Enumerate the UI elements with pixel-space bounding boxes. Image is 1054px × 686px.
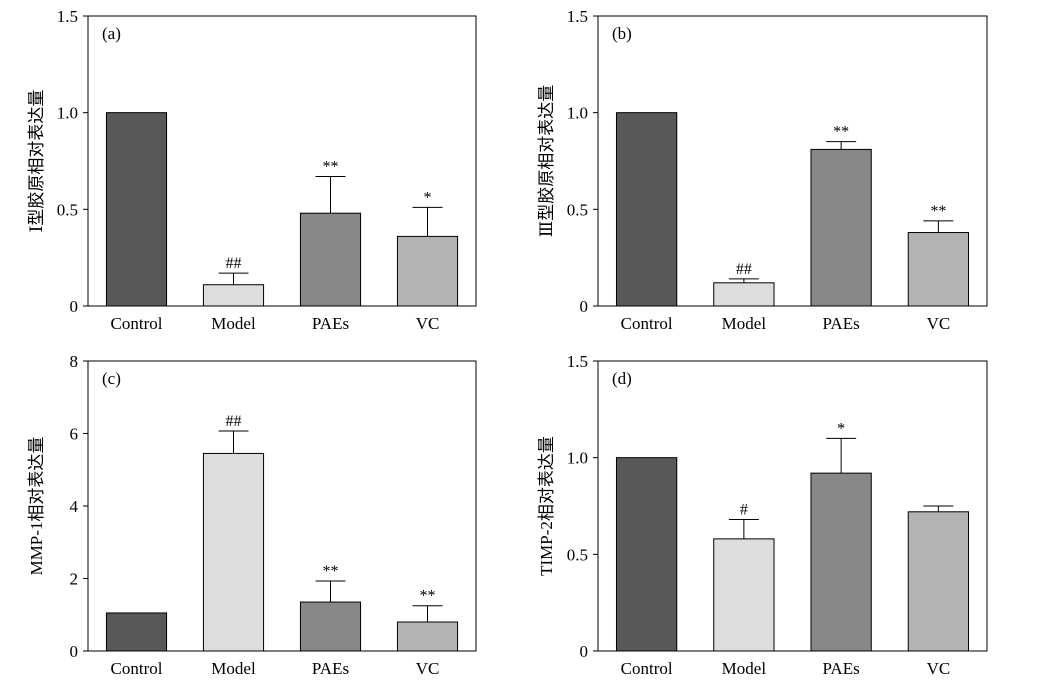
x-tick-label-paes: PAEs (823, 314, 860, 333)
y-tick-label: 0 (580, 297, 589, 316)
y-tick-label: 1.0 (57, 104, 78, 123)
significance-mark-model: ## (226, 413, 242, 430)
plot-frame (597, 360, 988, 652)
y-tick-label: 2 (70, 570, 79, 589)
y-tick-label: 0.5 (567, 545, 588, 564)
bar-control (615, 112, 678, 307)
y-tick-label: 1.0 (567, 104, 588, 123)
y-tick-label: 0.5 (567, 200, 588, 219)
bar-paes (299, 601, 362, 652)
x-tick-label-vc: VC (927, 659, 951, 678)
bar-paes (810, 148, 872, 307)
y-tick-label: 0 (580, 642, 589, 661)
x-tick-label-model: Model (722, 659, 767, 678)
y-tick-label: 0.5 (57, 200, 78, 219)
x-tick-label-model: Model (722, 314, 767, 333)
significance-mark-vc: * (424, 189, 432, 206)
y-axis-label: Ⅲ型胶原相对表达量 (537, 85, 556, 237)
bar-paes (810, 472, 872, 652)
y-tick-label: 1.0 (567, 449, 588, 468)
y-axis-label: TIMP-2相对表达量 (537, 436, 556, 576)
x-tick-label-vc: VC (927, 314, 951, 333)
y-tick-label: 4 (70, 497, 79, 516)
panel-label: (c) (102, 369, 121, 388)
y-tick-label: 1.5 (57, 7, 78, 26)
significance-mark-paes: ** (323, 158, 339, 175)
y-tick-label: 8 (70, 352, 79, 371)
bar-model (713, 538, 775, 652)
significance-mark-model: # (740, 502, 748, 519)
plot-frame (87, 360, 477, 652)
chart-panel-c: 0 2 4 6 8 MMP-1相对表达量 (c) Control ## Model ** PAEs **… (27, 352, 477, 678)
x-tick-label-vc: VC (416, 314, 440, 333)
bar-model (202, 452, 265, 652)
y-tick-label: 0 (70, 297, 79, 316)
bar-control (615, 457, 678, 652)
x-tick-label-paes: PAEs (312, 314, 349, 333)
bar-vc (396, 621, 459, 652)
bar-vc (907, 232, 970, 307)
x-tick-label-vc: VC (416, 659, 440, 678)
y-tick-label: 1.5 (567, 352, 588, 371)
y-tick-label: 6 (70, 425, 79, 444)
y-axis-label: MMP-1相对表达量 (27, 437, 46, 576)
x-tick-label-control: Control (111, 659, 163, 678)
x-tick-label-paes: PAEs (312, 659, 349, 678)
x-tick-label-control: Control (621, 659, 673, 678)
bar-control (105, 112, 168, 307)
chart-panel-a: 0 0.5 1.0 1.5 Ⅰ型胶原相对表达量 (a) Control ## Model ** PA… (27, 7, 477, 333)
x-tick-label-control: Control (111, 314, 163, 333)
x-tick-label-control: Control (621, 314, 673, 333)
significance-mark-paes: ** (323, 563, 339, 580)
x-tick-label-model: Model (211, 659, 256, 678)
bar-paes (299, 212, 362, 307)
panel-label: (d) (612, 369, 632, 388)
significance-mark-model: ## (226, 255, 242, 272)
bar-model (713, 282, 775, 307)
bar-vc (907, 511, 970, 652)
panel-label: (b) (612, 24, 632, 43)
bar-vc (396, 235, 459, 307)
chart-panel-b: 0 0.5 1.0 1.5 Ⅲ型胶原相对表达量 (b) Control ## Model ** PA… (537, 7, 988, 333)
bar-control (105, 612, 168, 652)
chart-panel-d: 0 0.5 1.0 1.5 TIMP-2相对表达量 (d) Control # Model * PA… (537, 352, 988, 678)
significance-mark-vc: ** (930, 203, 946, 220)
x-tick-label-paes: PAEs (823, 659, 860, 678)
plot-frame (597, 15, 988, 307)
bar-model (202, 284, 265, 307)
y-axis-label: Ⅰ型胶原相对表达量 (27, 90, 46, 233)
significance-mark-paes: * (837, 420, 845, 437)
significance-mark-paes: ** (833, 124, 849, 141)
significance-mark-model: ## (736, 261, 752, 278)
plot-frame (87, 15, 477, 307)
significance-mark-vc: ** (420, 588, 436, 605)
y-tick-label: 0 (70, 642, 79, 661)
x-tick-label-model: Model (211, 314, 256, 333)
y-tick-label: 1.5 (567, 7, 588, 26)
panel-label: (a) (102, 24, 121, 43)
